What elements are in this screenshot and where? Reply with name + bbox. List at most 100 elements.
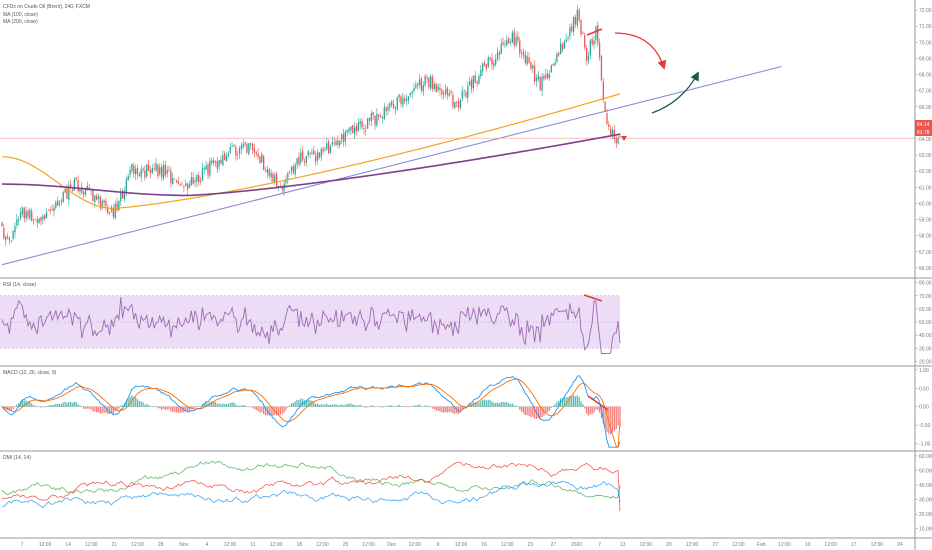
macd-histogram-bar	[64, 401, 66, 407]
candle-body	[203, 168, 205, 170]
macd-histogram-bar	[352, 404, 354, 407]
macd-histogram-bar	[77, 404, 79, 407]
macd-histogram-bar	[264, 406, 267, 416]
macd-histogram-bar	[391, 405, 393, 407]
macd-histogram-bar	[569, 395, 571, 407]
macd-histogram-bar	[480, 401, 482, 407]
macd-histogram-bar	[611, 406, 614, 433]
macd-histogram-bar	[177, 406, 179, 413]
macd-histogram-bar	[173, 406, 176, 412]
macd-histogram-bar	[55, 403, 57, 407]
macd-histogram-bar	[303, 400, 306, 407]
candle-body	[318, 152, 320, 158]
divergence-line-macd	[587, 395, 609, 411]
macd-histogram-bar	[142, 402, 144, 407]
candle-body	[589, 40, 591, 56]
macd-histogram-bar	[537, 406, 539, 419]
candle-body	[6, 236, 9, 238]
candle-body	[559, 43, 562, 54]
candle-body	[357, 122, 359, 131]
candle-body	[292, 166, 295, 173]
candle-body	[149, 170, 152, 174]
y-tick-label: 30.00	[919, 346, 932, 352]
candle-body	[331, 142, 333, 145]
macd-histogram-bar	[205, 402, 207, 407]
candle-body	[465, 91, 467, 97]
candle-body	[565, 39, 567, 42]
ma200-line	[2, 133, 621, 197]
candle-body	[402, 97, 404, 106]
candle-body	[500, 43, 502, 54]
candle-body	[12, 230, 14, 240]
rising-trendline[interactable]	[1, 65, 782, 266]
macd-histogram-bar	[482, 399, 484, 407]
macd-histogram-bar	[118, 406, 120, 409]
macd-histogram-bar	[305, 400, 308, 407]
macd-histogram-bar	[365, 406, 367, 408]
candle-body	[62, 192, 64, 202]
macd-histogram-bar	[283, 406, 285, 413]
macd-histogram-bar	[485, 400, 488, 407]
ma200-label: MA (200, close)	[3, 19, 38, 25]
candle-body	[229, 146, 231, 153]
x-tick-label: 17	[851, 542, 857, 548]
candle-body	[251, 143, 254, 150]
macd-histogram-bar	[229, 402, 231, 407]
candle-body	[94, 195, 96, 203]
macd-histogram-bar	[309, 400, 311, 407]
candle-body	[207, 164, 209, 176]
candle-body	[610, 128, 612, 136]
y-tick-label: 20.00	[919, 359, 932, 365]
candle-body	[240, 145, 243, 149]
macd-histogram-bar	[572, 395, 575, 407]
candle-body	[66, 187, 68, 199]
macd-histogram-bar	[246, 406, 248, 408]
candle-body	[578, 9, 580, 21]
macd-histogram-bar	[140, 401, 142, 407]
candle-body	[23, 207, 25, 219]
macd-histogram-bar	[42, 406, 44, 408]
macd-histogram-bar	[40, 406, 42, 408]
candle-body	[463, 90, 465, 91]
time-axis[interactable]: 7 12:00 14 12:00 21 12:00 28 Nov 4 12:00 11 12:00 18…	[21, 542, 903, 548]
candle-body	[593, 40, 595, 45]
candle-body	[327, 141, 330, 154]
macd-histogram-bar	[409, 406, 411, 408]
candle-body	[131, 164, 133, 171]
candle-body	[546, 73, 549, 79]
x-tick-label: 12:00	[131, 542, 144, 548]
macd-histogram-bar	[487, 399, 489, 407]
candle-body	[489, 57, 491, 60]
candle-body	[248, 143, 250, 155]
macd-histogram-bar	[242, 405, 244, 407]
macd-histogram-bar	[500, 402, 502, 407]
annotations[interactable]	[583, 28, 699, 411]
x-tick-label: 12:00	[501, 542, 514, 548]
candle-body	[454, 101, 456, 108]
candle-body	[10, 240, 12, 242]
candle-body	[314, 156, 317, 162]
candle-body	[105, 201, 107, 206]
candle-body	[173, 178, 176, 180]
candle-body	[517, 36, 519, 41]
x-tick-label: 7	[21, 542, 24, 548]
macd-histogram-bar	[237, 405, 239, 407]
candle-body	[604, 101, 606, 112]
candle-body	[277, 185, 280, 187]
macd-histogram-bar	[289, 405, 291, 407]
candle-body	[309, 153, 311, 155]
candle-body	[21, 207, 24, 215]
macd-histogram-bar	[53, 404, 55, 407]
macd-histogram-bar	[489, 400, 491, 407]
macd-histogram-bar	[96, 406, 98, 413]
macd-histogram-bar	[103, 406, 105, 413]
candle-body	[101, 200, 103, 209]
macd-histogram-bar	[298, 399, 300, 407]
macd-histogram-bar	[110, 406, 113, 413]
macd-histogram-bar	[268, 406, 270, 416]
x-tick-label: 16	[481, 542, 487, 548]
candle-body	[118, 200, 120, 211]
dmi-minus-line	[1, 461, 621, 512]
candle-body	[600, 56, 603, 81]
